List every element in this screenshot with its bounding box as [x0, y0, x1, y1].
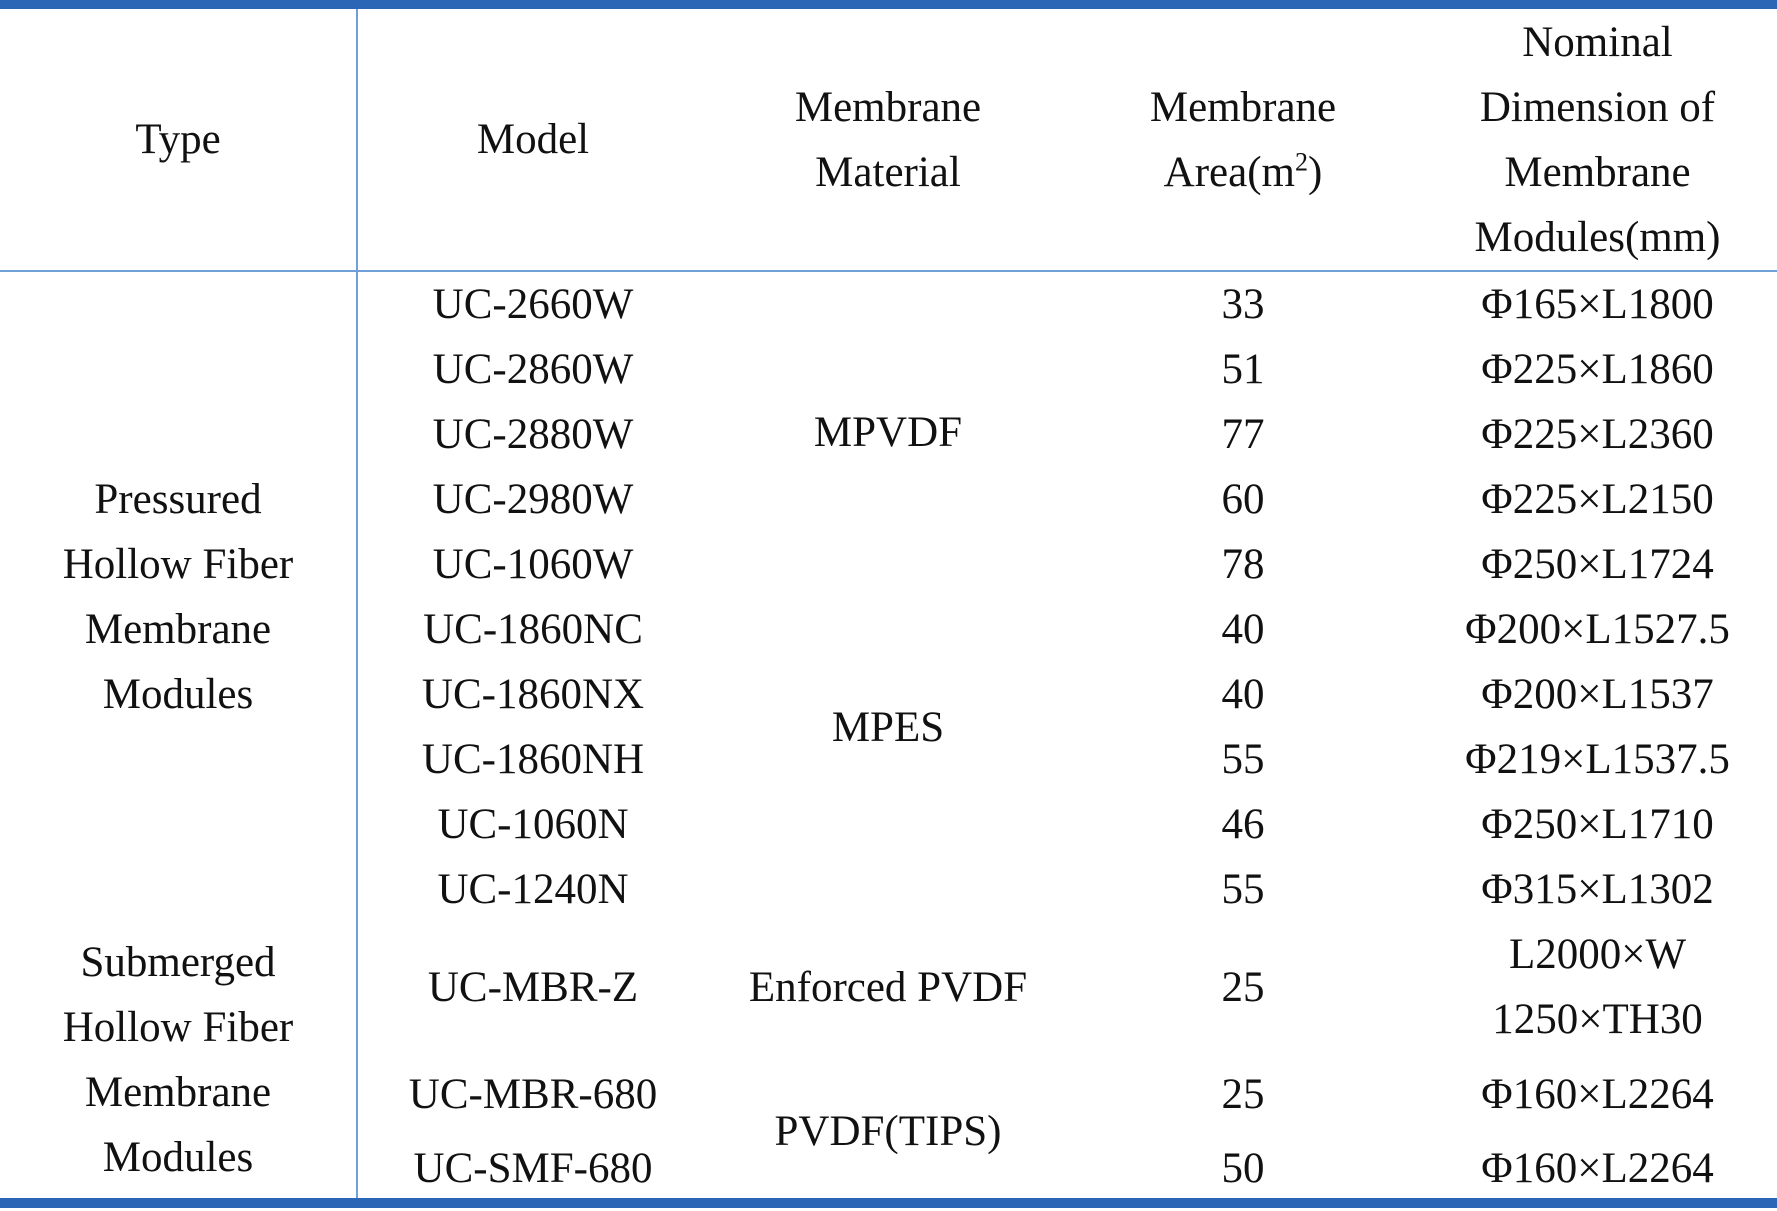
header-nominal-dimension: Nominal Dimension of Membrane Modules(mm… [1474, 18, 1721, 261]
table-row-model: UC-2880W [432, 411, 634, 458]
table-row-model: UC-2660W [432, 281, 634, 328]
table-row-area: 55 [1221, 866, 1265, 913]
table-row-dimension: Φ160×L2264 [1481, 1145, 1714, 1192]
header-membrane-material: Membrane Material [794, 83, 982, 196]
table-bottom-border [0, 1198, 1777, 1208]
header-model: Model [476, 116, 590, 163]
table-row-area: 40 [1221, 671, 1265, 718]
table-row-model: UC-1060N [437, 801, 629, 848]
material-pvdf-tips: PVDF(TIPS) [774, 1108, 1002, 1155]
table-row-dimension: Φ165×L1800 [1481, 281, 1714, 328]
table-row-dimension: Φ200×L1537 [1481, 671, 1714, 718]
table-row-area: 25 [1221, 964, 1265, 1011]
table-row-dimension: Φ200×L1527.5 [1465, 606, 1730, 653]
type-submerged: Submerged Hollow Fiber Membrane Modules [62, 939, 294, 1181]
table-row-model: UC-1860NX [421, 671, 645, 718]
table-row-dimension: Φ250×L1724 [1481, 541, 1714, 588]
table-row-dimension: Φ225×L2360 [1481, 411, 1714, 458]
type-column-divider [356, 9, 358, 1198]
type-pressured: Pressured Hollow Fiber Membrane Modules [62, 476, 294, 718]
material-mpes: MPES [831, 704, 945, 751]
table-row-model: UC-2860W [432, 346, 634, 393]
header-membrane-area: Membrane Area(m2) [1068, 9, 1418, 270]
table-row-model: UC-1860NC [423, 606, 643, 653]
table-row-area: 40 [1221, 606, 1265, 653]
table-row-model: UC-1240N [437, 866, 629, 913]
table-row-dimension: Φ250×L1710 [1481, 801, 1714, 848]
header-divider [0, 270, 1777, 272]
header-type: Type [135, 116, 221, 163]
table-row-dimension: Φ160×L2264 [1481, 1071, 1714, 1118]
table-row-area: 33 [1221, 281, 1265, 328]
table-row-model: UC-MBR-680 [408, 1071, 658, 1118]
table-row-area: 78 [1221, 541, 1265, 588]
material-enforced-pvdf: Enforced PVDF [748, 964, 1028, 1011]
material-mpvdf: MPVDF [813, 409, 963, 456]
table-row-model: UC-1860NH [421, 736, 645, 783]
table-row-dimension: L2000×W 1250×TH30 [1492, 931, 1703, 1043]
table-row-area: 60 [1221, 476, 1265, 523]
table-row-model: UC-1060W [432, 541, 634, 588]
table-row-model: UC-MBR-Z [427, 964, 639, 1011]
table-row-dimension: Φ219×L1537.5 [1465, 736, 1730, 783]
area-unit-line: Area(m2) [1163, 147, 1323, 196]
table-top-border [0, 0, 1777, 9]
table-row-dimension: Φ225×L2150 [1481, 476, 1714, 523]
table-row-model: UC-2980W [432, 476, 634, 523]
table-row-area: 50 [1221, 1145, 1265, 1192]
table-row-dimension: Φ225×L1860 [1481, 346, 1714, 393]
table-row-dimension: Φ315×L1302 [1481, 866, 1714, 913]
table-row-area: 46 [1221, 801, 1265, 848]
table-row-area: 55 [1221, 736, 1265, 783]
table-row-model: UC-SMF-680 [413, 1145, 653, 1192]
table-row-area: 25 [1221, 1071, 1265, 1118]
table-row-area: 51 [1221, 346, 1265, 393]
table-row-area: 77 [1221, 411, 1265, 458]
